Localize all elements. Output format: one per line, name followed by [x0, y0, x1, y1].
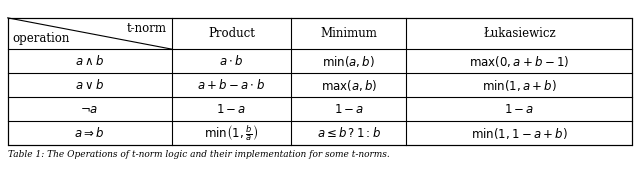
Text: $a \wedge b$: $a \wedge b$ [75, 54, 104, 68]
Text: $\min(a,b)$: $\min(a,b)$ [323, 54, 375, 69]
Text: $a \cdot b$: $a \cdot b$ [219, 54, 244, 68]
Bar [8, 18, 632, 145]
Text: $a \Rightarrow b$: $a \Rightarrow b$ [74, 126, 105, 140]
Text: $\min(1, a+b)$: $\min(1, a+b)$ [482, 78, 557, 93]
Text: $\max(a,b)$: $\max(a,b)$ [321, 78, 377, 93]
Text: $1-a$: $1-a$ [504, 103, 534, 116]
Text: Table 1: The Operations of t-norm logic and their implementation for some t-norm: Table 1: The Operations of t-norm logic … [8, 150, 389, 159]
Text: Product: Product [208, 27, 255, 40]
Text: $\min(1, 1-a+b)$: $\min(1, 1-a+b)$ [471, 126, 568, 141]
Text: Łukasiewicz: Łukasiewicz [483, 27, 556, 40]
Text: $\min\left(1, \frac{b}{a}\right)$: $\min\left(1, \frac{b}{a}\right)$ [204, 124, 259, 143]
Text: operation: operation [13, 32, 70, 45]
Text: $1-a$: $1-a$ [216, 103, 246, 116]
Text: $a+b-a \cdot b$: $a+b-a \cdot b$ [197, 78, 266, 92]
Text: $a \leq b\,{?}\,1:b$: $a \leq b\,{?}\,1:b$ [317, 126, 381, 140]
Text: $\max(0, a+b-1)$: $\max(0, a+b-1)$ [469, 54, 570, 69]
Text: $\neg a$: $\neg a$ [81, 103, 99, 116]
Text: $a \vee b$: $a \vee b$ [75, 78, 104, 92]
Text: t-norm: t-norm [127, 22, 166, 35]
Text: $1-a$: $1-a$ [333, 103, 364, 116]
Text: Minimum: Minimum [321, 27, 377, 40]
